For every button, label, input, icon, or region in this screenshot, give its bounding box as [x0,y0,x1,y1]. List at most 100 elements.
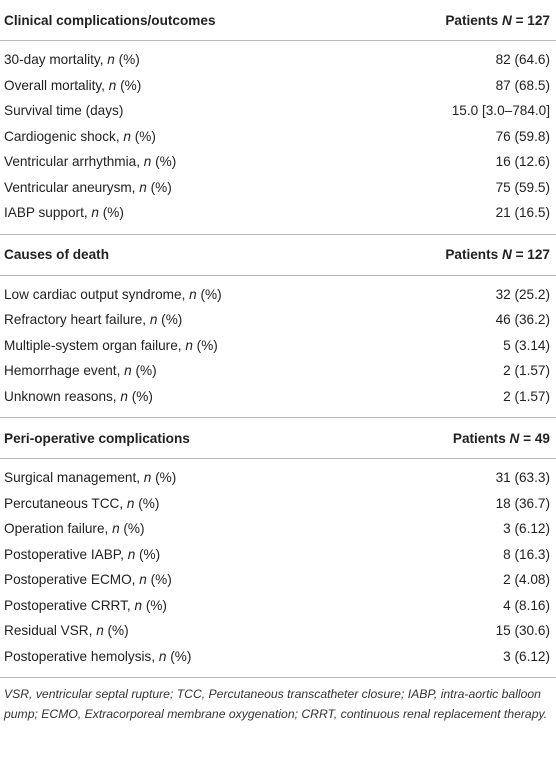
row: Ventricular aneurysm, n (%) 75 (59.5) [0,175,556,201]
patients-header: Patients N = 127 [369,0,556,41]
row: Low cardiac output syndrome, n (%) 32 (25… [0,275,556,307]
label-suffix: (%) [107,623,129,639]
row: 30-day mortality, n (%) 82 (64.6) [0,41,556,73]
label: Survival time (days) [4,103,124,119]
row-value: 32 (25.2) [495,286,550,302]
row-value: 46 (36.2) [495,312,550,328]
footnote: VSR, ventricular septal rupture; TCC, Pe… [4,687,548,721]
label: Residual VSR, [4,623,93,639]
label: Low cardiac output syndrome, [4,286,186,302]
header-suffix: = 127 [515,12,550,28]
row-value: 16 (12.6) [495,154,550,170]
header-prefix: Patients [445,247,499,262]
section-title: Clinical complications/outcomes [0,0,370,41]
label-suffix: (%) [131,388,153,404]
row-value: 8 (16.3) [503,546,550,562]
row-label: Ventricular arrhythmia, n (%) [0,149,370,175]
row-value: 18 (36.7) [495,495,550,511]
row-label: Residual VSR, n (%) [0,618,370,644]
table: Clinical complications/outcomes Patients … [0,0,556,678]
label: 30-day mortality, [4,52,104,68]
header-prefix: Patients [452,430,506,446]
row-value: 3 (6.12) [503,521,550,537]
label-suffix: (%) [150,572,172,588]
label-suffix: (%) [150,179,172,195]
row-value: 15 (30.6) [495,623,550,639]
row-value: 15.0 [3.0–784.0] [451,103,550,119]
label-suffix: (%) [118,52,140,68]
row-label: Refractory heart failure, n (%) [0,307,370,333]
label-italic: n [120,388,128,404]
label: Refractory heart failure, [4,312,147,328]
row-value: 76 (59.8) [495,128,550,144]
row-value: 75 (59.5) [495,179,550,195]
label: Postoperative IABP, [4,546,124,562]
label-suffix: (%) [170,648,192,664]
patients-header: Patients N = 49 [369,417,556,459]
label: Ventricular arrhythmia, [4,154,140,170]
row: Multiple-system organ failure, n (%) 5 (3… [0,333,556,359]
row-label: Percutaneous TCC, n (%) [0,491,370,517]
row-label: Overall mortality, n (%) [0,73,370,99]
row-label: Postoperative CRRT, n (%) [0,593,370,619]
header-italic: N [501,247,512,262]
label: Unknown reasons, [4,388,117,404]
row-label: Cardiogenic shock, n (%) [0,124,370,150]
header-italic: N [501,12,512,28]
label-italic: n [91,205,99,221]
label-suffix: (%) [145,597,167,613]
row: Refractory heart failure, n (%) 46 (36.2) [0,307,556,333]
label-italic: n [127,546,136,562]
label-suffix: (%) [155,154,177,170]
row: Postoperative ECMO, n (%) 2 (4.08) [0,567,556,593]
label-italic: n [107,52,115,68]
label-italic: n [158,648,167,664]
row: Residual VSR, n (%) 15 (30.6) [0,618,556,644]
row-label: Hemorrhage event, n (%) [0,358,370,384]
label: Ventricular aneurysm, [4,179,136,195]
label-suffix: (%) [123,521,145,537]
label: Operation failure, [4,521,109,537]
section-title: Peri-operative complications [0,417,370,459]
label-suffix: (%) [135,363,157,379]
row-value: 31 (63.3) [495,470,550,486]
row-value: 5 (3.14) [503,337,550,353]
label-suffix: (%) [196,337,218,353]
row-label: Postoperative ECMO, n (%) [0,567,370,593]
patients-header: Patients N = 127 [369,233,556,276]
section-header: Peri-operative complications Patients N =… [0,417,556,459]
row: Postoperative IABP, n (%) 8 (16.3) [0,542,556,568]
label-italic: n [143,470,152,486]
row: Operation failure, n (%) 3 (6.12) [0,516,556,542]
section-header: Clinical complications/outcomes Patients … [0,0,556,41]
row-label: Survival time (days) [0,98,370,124]
row: Surgical management, n (%) 31 (63.3) [0,459,556,491]
label-italic: n [134,597,143,613]
label-suffix: (%) [134,128,156,144]
row-value: 82 (64.6) [495,52,550,68]
label-italic: n [96,623,104,639]
row-label: Multiple-system organ failure, n (%) [0,333,370,359]
row: Ventricular arrhythmia, n (%) 16 (12.6) [0,149,556,175]
header-italic: N [509,430,520,446]
label-italic: n [126,495,135,511]
row-label: Operation failure, n (%) [0,516,370,542]
row-value: 2 (1.57) [503,388,550,404]
row: Hemorrhage event, n (%) 2 (1.57) [0,358,556,384]
label-italic: n [185,337,193,353]
row-label: Unknown reasons, n (%) [0,384,370,418]
row-value: 2 (4.08) [503,572,550,588]
row: Postoperative hemolysis, n (%) 3 (6.12) [0,643,556,678]
row-label: Postoperative hemolysis, n (%) [0,643,370,678]
row-value: 21 (16.5) [495,205,550,221]
label-suffix: (%) [102,205,124,221]
section-header: Causes of death Patients N = 127 [0,233,556,276]
label-italic: n [112,521,120,537]
label: IABP support, [4,205,88,221]
row-value: 4 (8.16) [503,597,550,613]
row: Cardiogenic shock, n (%) 76 (59.8) [0,124,556,150]
label-suffix: (%) [200,286,222,302]
row: Unknown reasons, n (%) 2 (1.57) [0,384,556,418]
row: Survival time (days) 15.0 [3.0–784.0] [0,98,556,124]
row-label: Postoperative IABP, n (%) [0,542,370,568]
